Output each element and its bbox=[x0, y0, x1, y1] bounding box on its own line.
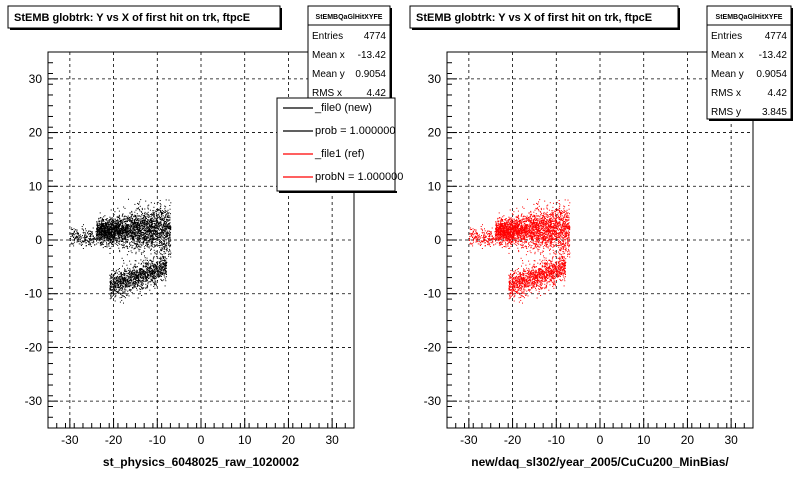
x-tick-label: 30 bbox=[325, 433, 339, 447]
y-tick-label: 0 bbox=[35, 233, 42, 247]
y-tick-label: -20 bbox=[424, 340, 442, 354]
title-box: StEMB globtrk: Y vs X of first hit on tr… bbox=[7, 5, 282, 30]
stats-value: 4774 bbox=[765, 31, 788, 42]
chart-panel-1: -30 -20 -10 0 10 20 30 -30 -20 -10 0 10 20 30 new/daq_… bbox=[409, 5, 793, 469]
y-tick-label: -10 bbox=[424, 287, 442, 301]
axis-ticks: -30 -20 -10 0 10 20 30 -30 -20 -10 0 10 20 30 bbox=[25, 51, 355, 447]
stats-label: Mean y bbox=[312, 69, 345, 80]
y-tick-label: 10 bbox=[29, 179, 43, 193]
y-tick-label: 30 bbox=[428, 72, 442, 86]
legend-label: probN = 1.000000 bbox=[315, 171, 403, 183]
x-axis-label: st_physics_6048025_raw_1020002 bbox=[103, 455, 299, 469]
x-tick-label: -30 bbox=[460, 433, 478, 447]
y-tick-label: -20 bbox=[25, 340, 43, 354]
stats-value: 0.9054 bbox=[756, 69, 787, 80]
stats-label: Mean x bbox=[711, 50, 744, 61]
legend-label: prob = 1.000000 bbox=[315, 125, 395, 137]
y-tick-label: 20 bbox=[29, 126, 43, 140]
stats-label: RMS y bbox=[711, 107, 741, 118]
y-tick-label: 30 bbox=[29, 72, 43, 86]
y-tick-label: 20 bbox=[428, 126, 442, 140]
stats-value: 4.42 bbox=[367, 88, 387, 99]
chart-title: StEMB globtrk: Y vs X of first hit on tr… bbox=[416, 12, 652, 24]
stats-value: 0.9054 bbox=[355, 69, 386, 80]
stats-value: 4.42 bbox=[768, 88, 788, 99]
legend-label: _file1 (ref) bbox=[314, 148, 365, 160]
stats-value: 3.845 bbox=[762, 107, 787, 118]
y-tick-label: 0 bbox=[434, 233, 441, 247]
scatter-series bbox=[468, 198, 571, 304]
x-axis-label: new/daq_sl302/year_2005/CuCu200_MinBias/ bbox=[471, 455, 729, 469]
chart-title: StEMB globtrk: Y vs X of first hit on tr… bbox=[14, 12, 250, 24]
y-tick-label: -30 bbox=[424, 394, 442, 408]
x-tick-label: -30 bbox=[61, 433, 79, 447]
x-tick-label: -10 bbox=[149, 433, 167, 447]
x-tick-label: 0 bbox=[597, 433, 604, 447]
title-box: StEMB globtrk: Y vs X of first hit on tr… bbox=[409, 5, 680, 30]
legend-label: _file0 (new) bbox=[314, 102, 372, 114]
stats-label: Entries bbox=[711, 31, 742, 42]
grid-lines bbox=[447, 52, 753, 428]
x-tick-label: 0 bbox=[198, 433, 205, 447]
x-tick-label: -20 bbox=[105, 433, 123, 447]
scatter-series bbox=[69, 198, 172, 304]
y-tick-label: -30 bbox=[25, 394, 43, 408]
scatter-cluster-0 bbox=[96, 198, 172, 273]
scatter-cluster-2 bbox=[69, 224, 115, 254]
x-tick-label: 10 bbox=[238, 433, 252, 447]
stats-label: RMS x bbox=[711, 88, 741, 99]
x-tick-label: -10 bbox=[548, 433, 566, 447]
axis-ticks: -30 -20 -10 0 10 20 30 -30 -20 -10 0 10 20 30 bbox=[424, 51, 754, 447]
scatter-cluster-1 bbox=[508, 253, 566, 304]
y-tick-label: -10 bbox=[25, 287, 43, 301]
x-tick-label: 20 bbox=[681, 433, 695, 447]
y-tick-label: 10 bbox=[428, 179, 442, 193]
stats-label: Mean y bbox=[711, 69, 744, 80]
stats-value: -13.42 bbox=[358, 50, 387, 61]
stats-value: 4774 bbox=[364, 31, 387, 42]
stats-label: RMS x bbox=[312, 88, 342, 99]
x-tick-label: -20 bbox=[504, 433, 522, 447]
stats-label: Entries bbox=[312, 31, 343, 42]
stats-name: StEMBQaGlHitXYFE bbox=[316, 14, 383, 21]
scatter-cluster-2 bbox=[468, 224, 514, 254]
x-tick-label: 30 bbox=[724, 433, 738, 447]
x-tick-label: 20 bbox=[282, 433, 296, 447]
stats-label: Mean x bbox=[312, 50, 345, 61]
chart-panel-0: -30 -20 -10 0 10 20 30 -30 -20 -10 0 10 20 30 st_physi… bbox=[7, 5, 403, 469]
stats-name: StEMBQaGlHitXYFE bbox=[716, 14, 783, 21]
legend-box: _file0 (new) prob = 1.000000 _file1 (ref) p… bbox=[276, 97, 403, 193]
stats-value: -13.42 bbox=[759, 50, 788, 61]
stats-box: StEMBQaGlHitXYFE Entries 4774 Mean x -13.42 M… bbox=[706, 5, 793, 121]
x-tick-label: 10 bbox=[637, 433, 651, 447]
scatter-cluster-1 bbox=[109, 253, 167, 304]
